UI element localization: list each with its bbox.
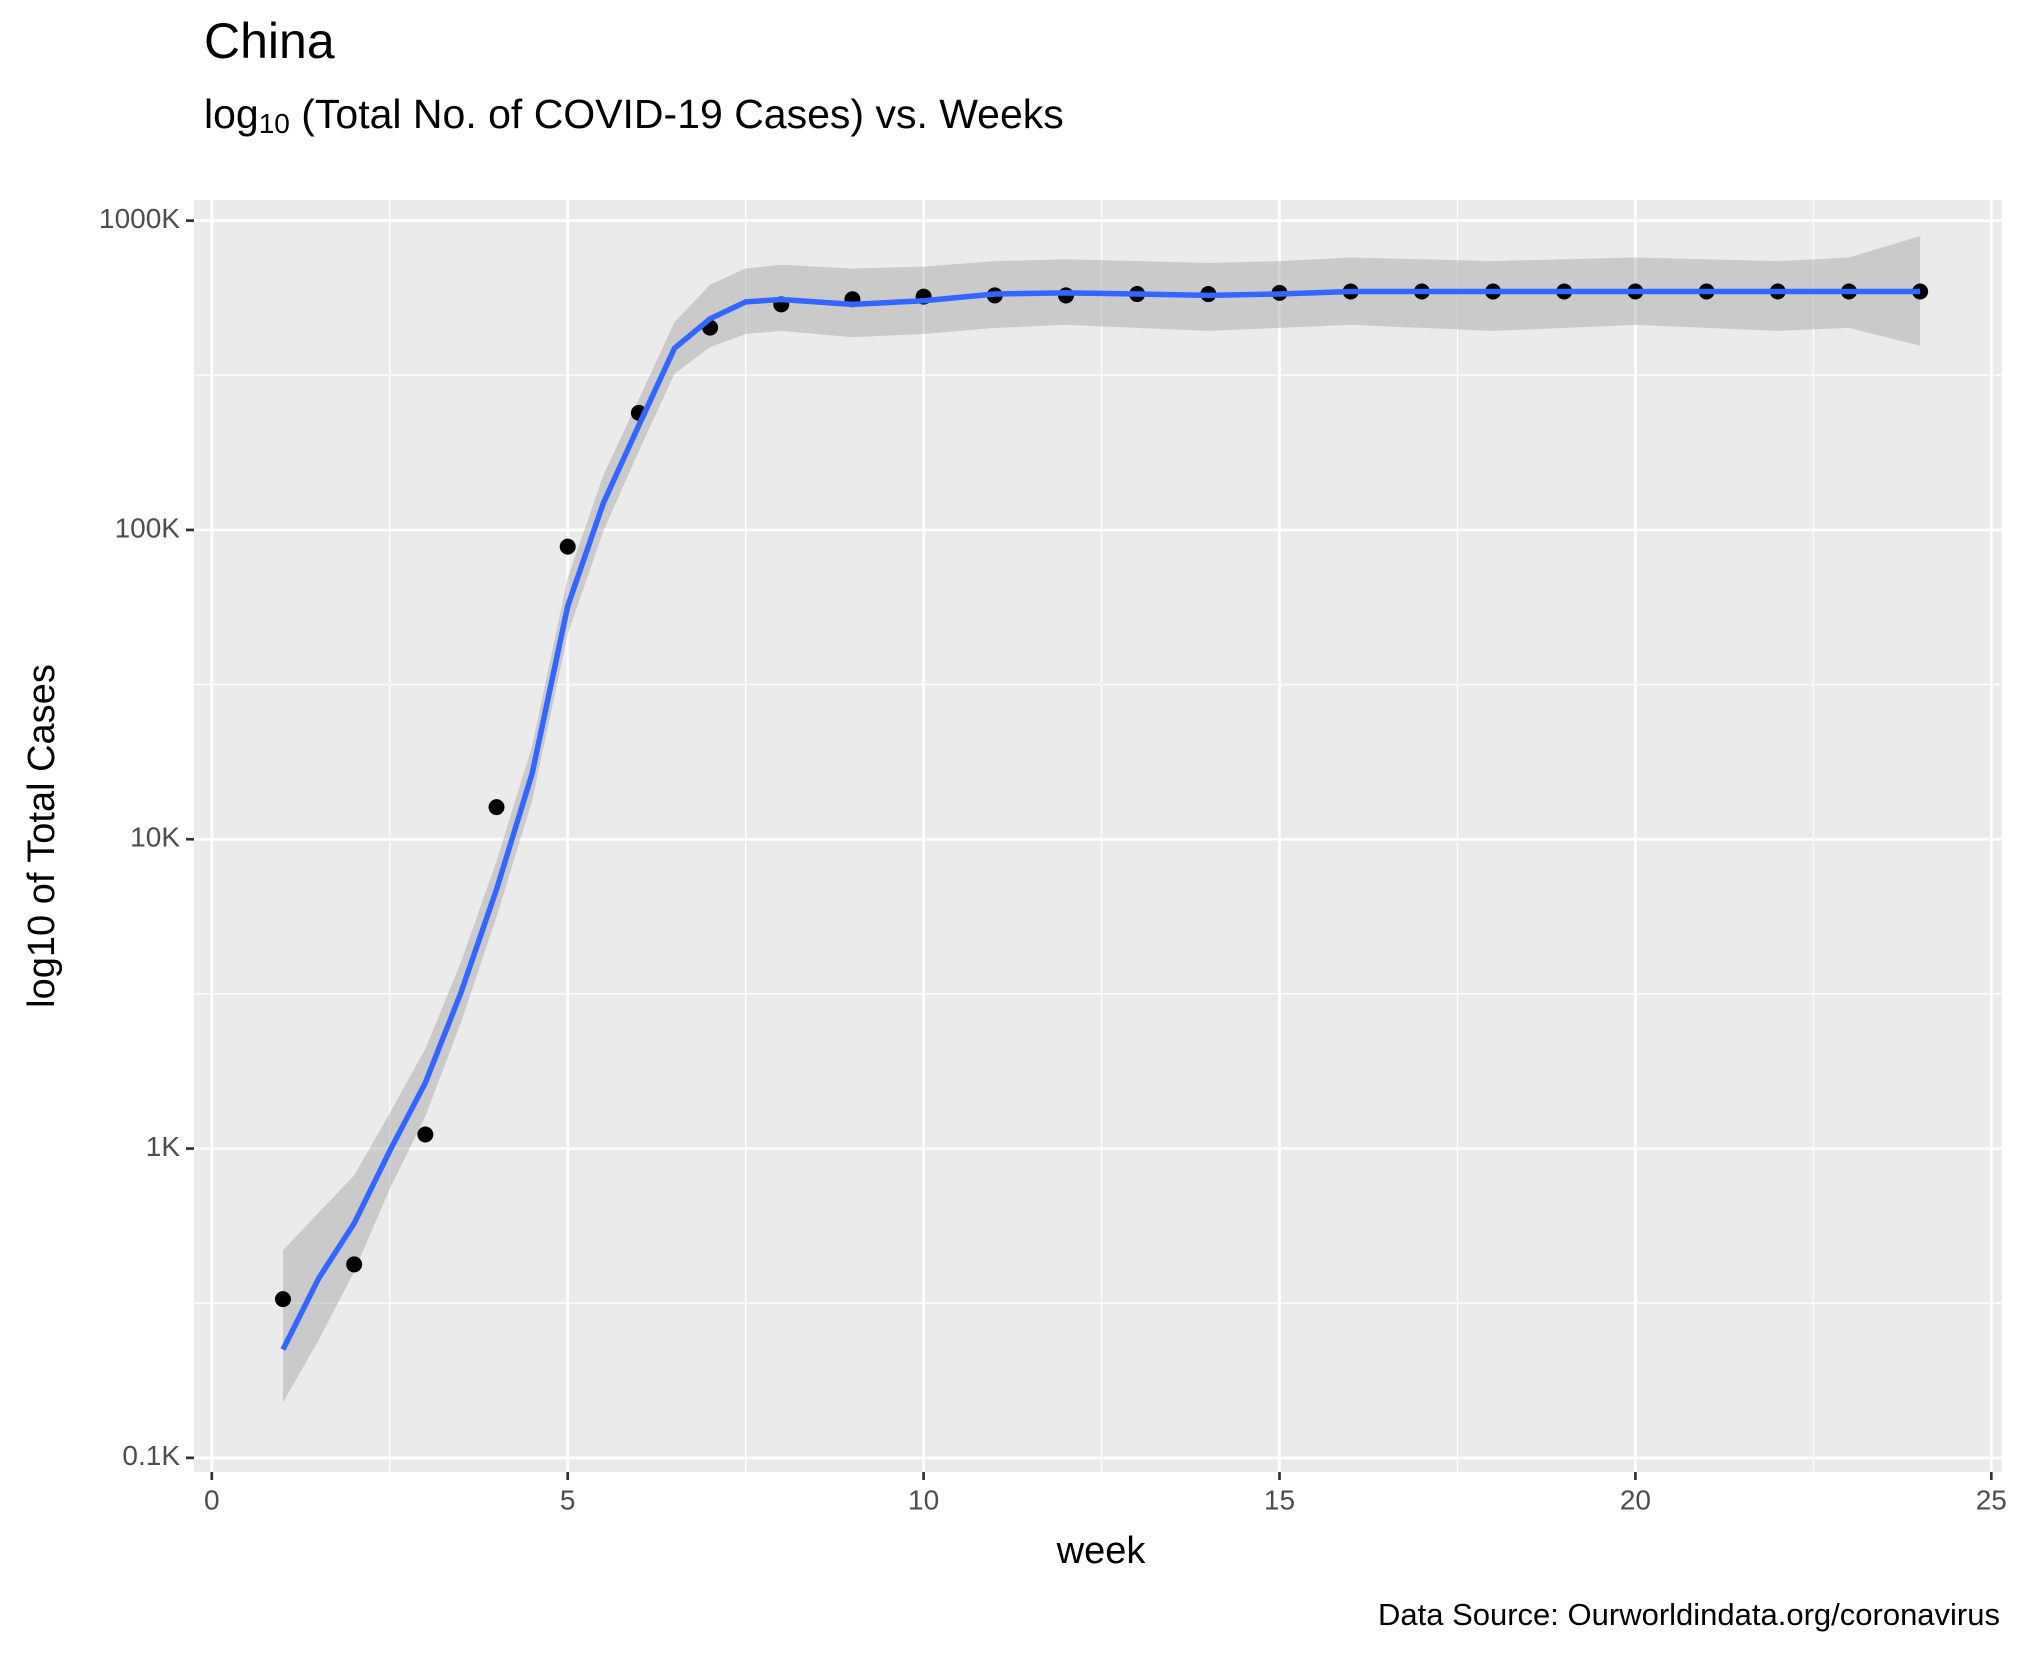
panel (194, 200, 2002, 1472)
data-point (346, 1256, 363, 1273)
chart-subtitle: log10 (Total No. of COVID-19 Cases) vs. … (204, 91, 1064, 140)
y-axis-label: log10 of Total Cases (21, 664, 63, 1008)
x-axis-label: week (1056, 1530, 1147, 1572)
data-point (274, 1291, 291, 1308)
data-point (417, 1126, 434, 1143)
x-tick-label: 25 (1976, 1484, 2007, 1515)
x-tick-label: 20 (1620, 1484, 1651, 1515)
y-tick-label: 0.1K (122, 1440, 180, 1471)
y-tick-label: 100K (115, 512, 181, 543)
y-tick-label: 1K (146, 1131, 181, 1162)
subtitle-text: (Total No. of COVID-19 Cases) vs. Weeks (290, 91, 1064, 137)
x-tick-label: 15 (1264, 1484, 1295, 1515)
x-tick-label: 5 (560, 1484, 576, 1515)
y-tick-label: 10K (130, 822, 180, 853)
chart-title: China (204, 13, 335, 69)
subtitle-subscript: 10 (259, 108, 290, 139)
smooth-line (280, 288, 1921, 1351)
caption: Data Source: Ourworldindata.org/coronavi… (1378, 1597, 2000, 1632)
subtitle-text: log (204, 91, 259, 137)
data-point (559, 538, 576, 555)
y-tick-label: 1000K (99, 203, 180, 234)
data-point (1912, 283, 1929, 300)
x-tick-label: 0 (204, 1484, 220, 1515)
x-tick-label: 10 (908, 1484, 939, 1515)
data-point (488, 799, 505, 816)
